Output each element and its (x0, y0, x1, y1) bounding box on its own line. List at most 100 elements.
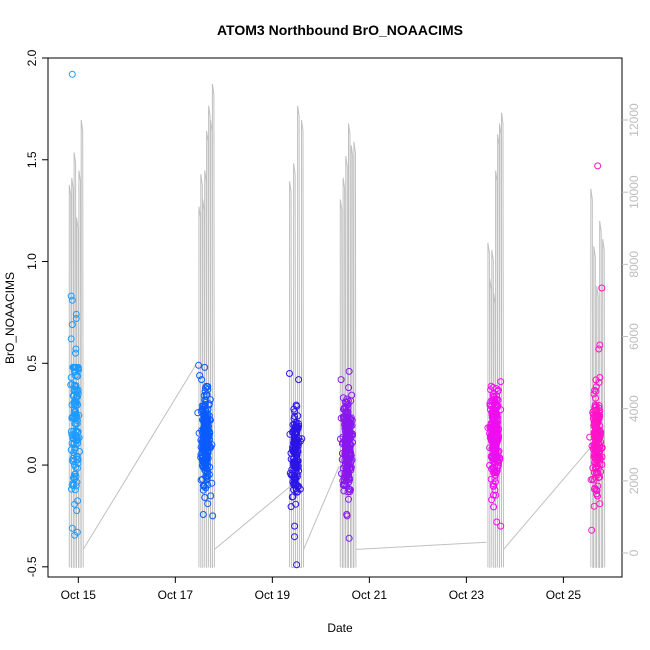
y-tick-label: 1.0 (25, 253, 39, 270)
data-point (71, 470, 79, 478)
data-point (68, 485, 75, 493)
data-point (290, 426, 298, 434)
y2-tick-label: 8000 (627, 251, 641, 278)
data-point (490, 396, 498, 403)
data-point (294, 464, 302, 472)
data-point (72, 349, 79, 357)
data-point (345, 495, 352, 503)
data-point (488, 496, 496, 504)
data-point (72, 310, 80, 318)
data-point (74, 459, 82, 467)
data-point (591, 433, 598, 441)
data-point (201, 363, 209, 371)
data-point (497, 378, 505, 386)
data-point (489, 415, 497, 423)
data-point (491, 459, 498, 467)
data-point (298, 435, 306, 443)
data-point (339, 433, 347, 441)
y2-tick-label: 10000 (627, 175, 641, 209)
data-point (290, 405, 298, 413)
data-point (492, 405, 500, 413)
data-point (74, 436, 82, 444)
data-point (74, 393, 81, 401)
chart-title: ATOM3 Northbound BrO_NOAACIMS (217, 22, 463, 38)
y2-tick-label: 12000 (627, 103, 641, 137)
altitude-trace-flight-6 (590, 188, 606, 568)
data-point (200, 457, 207, 465)
data-point (296, 485, 304, 493)
data-point (347, 486, 354, 494)
data-point (345, 457, 353, 465)
secondary-y-axis: 0 2000 4000 6000 8000 10000 12000 (622, 103, 641, 556)
data-point (72, 431, 80, 439)
data-point (340, 476, 348, 484)
data-point (291, 522, 299, 530)
data-point (202, 468, 210, 476)
altitude-transit-line-1 (82, 365, 196, 550)
data-point (489, 482, 497, 490)
data-point (592, 445, 600, 452)
series-flight-6 (586, 162, 606, 534)
x-tick-label: Oct 21 (352, 588, 388, 602)
data-point (492, 491, 500, 499)
data-point (202, 460, 209, 467)
y-tick-label: 2.0 (25, 49, 39, 66)
x-tick-label: Oct 23 (449, 588, 485, 602)
data-point (495, 459, 503, 467)
data-point (345, 384, 353, 392)
data-point (292, 500, 300, 508)
data-point (590, 502, 598, 510)
data-points-layer (67, 70, 606, 569)
data-point (294, 439, 302, 447)
data-point (72, 482, 80, 490)
data-point (73, 386, 81, 394)
altitude-transit-line-3 (303, 466, 340, 550)
data-point (591, 424, 599, 432)
y2-tick-label: 4000 (627, 395, 641, 422)
altitude-transit-line-2 (214, 484, 293, 550)
data-point (209, 512, 217, 520)
data-point (344, 439, 352, 447)
data-point (345, 478, 353, 486)
data-point (591, 440, 599, 448)
data-point (597, 428, 605, 436)
data-point (290, 479, 298, 487)
data-point (202, 412, 210, 420)
y-axis-label: BrO_NOAACIMS (3, 272, 17, 364)
x-tick-label: Oct 19 (255, 588, 291, 602)
data-point (69, 455, 77, 462)
data-point (491, 445, 499, 453)
data-point (73, 528, 81, 536)
data-point (202, 391, 210, 399)
data-point (594, 492, 601, 500)
data-point (345, 367, 353, 375)
data-point (490, 491, 497, 499)
y-axis: -0.5 0.0 0.5 1.0 1.5 2.0 (25, 49, 48, 577)
data-point (344, 397, 352, 405)
data-point (199, 475, 206, 483)
data-point (204, 500, 212, 508)
data-point (68, 296, 76, 304)
data-point (290, 446, 298, 454)
data-point (199, 511, 207, 518)
data-point (204, 472, 212, 480)
data-point (344, 468, 352, 476)
data-point (596, 411, 604, 419)
data-point (596, 473, 604, 481)
altitude-transit-line-5 (503, 448, 591, 550)
data-point (595, 415, 603, 423)
x-axis: Oct 15 Oct 17 Oct 19 Oct 21 Oct 23 Oct 25 (61, 577, 581, 602)
data-point (289, 493, 297, 501)
data-point (491, 486, 499, 494)
data-point (492, 478, 499, 486)
data-point (291, 475, 299, 483)
data-point (491, 434, 499, 442)
data-point (497, 406, 505, 414)
data-point (70, 401, 78, 409)
data-point (68, 70, 76, 78)
data-point (72, 427, 80, 435)
y-tick-label: 1.5 (25, 151, 39, 168)
data-point (295, 376, 303, 384)
series-flight-1 (67, 70, 83, 539)
data-point (490, 403, 498, 411)
